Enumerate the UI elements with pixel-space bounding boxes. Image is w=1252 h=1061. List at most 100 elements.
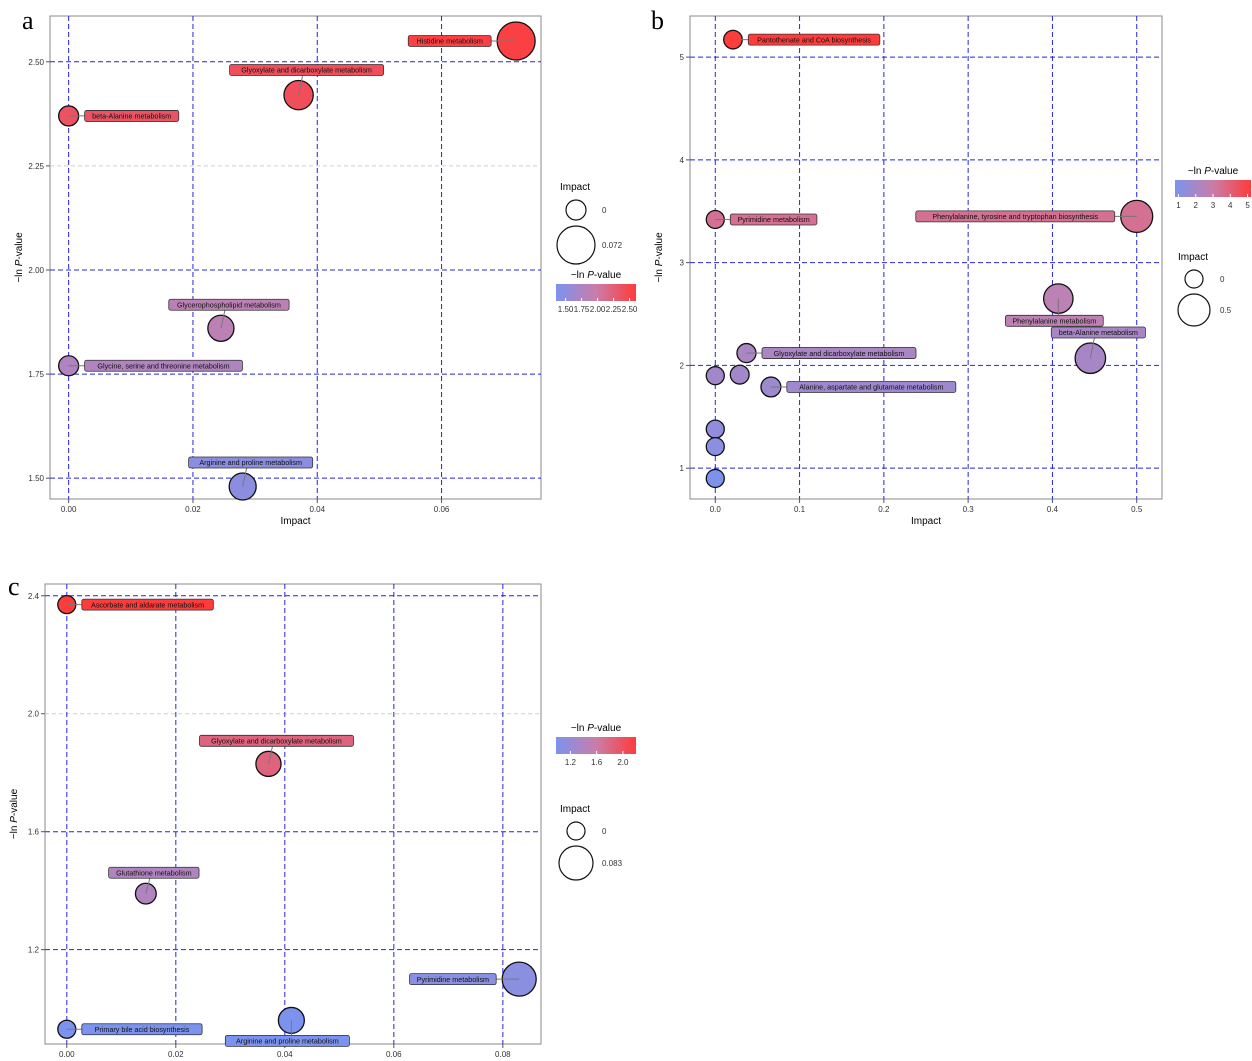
panel-a-letter: a	[22, 6, 34, 35]
point-label: Glutathione metabolism	[116, 868, 192, 877]
color-legend-tick-label: 2	[1194, 201, 1199, 210]
x-axis-title: Impact	[911, 516, 941, 527]
point-label-box	[168, 298, 290, 311]
color-legend-tick-label: 1.6	[591, 758, 603, 767]
color-legend-tick-label: 2.00	[590, 305, 606, 314]
data-point	[705, 419, 725, 439]
label-leader	[267, 746, 273, 764]
color-legend-tick-label: 1.75	[574, 305, 590, 314]
size-legend-label: 0	[602, 827, 607, 836]
point-label-box	[786, 381, 957, 393]
color-legend-title-prefix: −ln	[571, 270, 587, 281]
size-legend-title: Impact	[560, 182, 590, 193]
data-point	[705, 366, 725, 386]
size-legend-circle	[558, 845, 594, 881]
color-legend-title: −ln P-value	[571, 723, 622, 734]
y-axis-title: −ln P-value	[654, 232, 665, 283]
data-point	[729, 364, 750, 385]
y-tick-label: 2.00	[28, 266, 44, 275]
point-label-box	[199, 734, 354, 747]
y-axis-title-suffix: -value	[14, 232, 25, 260]
point-label-box	[224, 1034, 350, 1047]
point-label: Alanine, aspartate and glutamate metabol…	[799, 383, 943, 392]
point-label: Histidine metabolism	[417, 37, 483, 46]
y-axis-title: −ln P-value	[14, 232, 25, 283]
point-label: Glyoxylate and dicarboxylate metabolism	[211, 737, 342, 746]
point-label-box	[409, 973, 497, 986]
color-legend-tick-label: 3	[1211, 201, 1216, 210]
y-tick-label: 5	[680, 53, 685, 62]
y-axis-title: −ln P-value	[9, 788, 20, 839]
point-label-box	[915, 210, 1116, 223]
point-label-box	[84, 110, 180, 122]
y-tick-label: 1.6	[28, 828, 40, 837]
chart-panel-a: 0.00 0.02 0.04 0.061.501.752.002.252.50Impa…	[14, 15, 638, 527]
color-legend-tick-label: 2.25	[606, 305, 622, 314]
x-tick-label: 0.00	[61, 505, 77, 514]
y-axis-title-prefix: −ln	[654, 266, 665, 282]
size-legend-label: 0.5	[1220, 306, 1232, 315]
color-legend-title-prefix: −ln	[1188, 166, 1204, 177]
x-tick-label: 0.00	[59, 1050, 75, 1059]
data-point	[134, 882, 157, 905]
point-label: Glyoxylate and dicarboxylate metabolism	[774, 349, 905, 358]
color-legend-tick-label: 1.50	[558, 305, 574, 314]
point-label: beta-Alanine metabolism	[1059, 328, 1138, 337]
plot-frame	[689, 15, 1163, 500]
color-legend-tick-label: 1	[1176, 201, 1181, 210]
label-leader	[220, 310, 226, 329]
y-tick-label: 3	[680, 259, 685, 268]
point-label-box	[108, 866, 200, 879]
size-legend-circle	[565, 199, 587, 221]
color-legend-tick-label: 2.0	[617, 758, 629, 767]
color-legend-title: −ln P-value	[1188, 166, 1239, 177]
y-tick-label: 4	[680, 156, 685, 165]
size-legend-label: 0.083	[602, 859, 623, 868]
color-legend-bar	[556, 284, 636, 301]
point-label-box	[1005, 314, 1104, 327]
x-tick-label: 0.0	[710, 505, 722, 514]
point-label: Phenylalanine, tyrosine and tryptophan b…	[932, 212, 1098, 221]
point-label: Glyoxylate and dicarboxylate metabolism	[241, 66, 372, 75]
color-legend-title: −ln P-value	[571, 270, 622, 281]
y-tick-label: 1.50	[28, 474, 44, 483]
point-label-box	[407, 35, 492, 47]
color-legend-title-suffix: -value	[594, 723, 622, 734]
y-tick-label: 2.50	[28, 58, 44, 67]
y-tick-label: 2	[680, 361, 685, 370]
point-label-box	[729, 213, 818, 226]
x-tick-label: 0.02	[185, 505, 201, 514]
point-label-box	[81, 1023, 203, 1036]
color-legend-tick-label: 5	[1245, 201, 1250, 210]
y-axis-title-prefix: −ln	[9, 823, 20, 839]
point-label: Pyrimidine metabolism	[417, 975, 489, 984]
size-legend-label: 0.072	[602, 241, 623, 250]
x-tick-label: 0.04	[309, 505, 325, 514]
size-legend-circle	[1177, 293, 1211, 327]
point-label-box	[1050, 326, 1146, 339]
point-label: Ascorbate and aldarate metabolism	[91, 600, 204, 609]
size-legend-label: 0	[1220, 275, 1225, 284]
y-tick-label: 1	[680, 464, 685, 473]
color-legend-tick-label: 2.50	[622, 305, 638, 314]
x-tick-label: 0.06	[386, 1050, 402, 1059]
x-tick-label: 0.04	[277, 1050, 293, 1059]
size-legend-label: 0	[602, 206, 607, 215]
y-tick-label: 2.0	[28, 710, 40, 719]
point-label-box	[188, 456, 314, 469]
point-label-box	[229, 64, 385, 76]
size-legend-title: Impact	[1178, 252, 1208, 263]
plot-frame	[49, 15, 542, 500]
label-leader	[242, 467, 248, 487]
panel-c-letter: c	[8, 572, 20, 601]
y-tick-label: 1.75	[28, 370, 44, 379]
label-leader	[1089, 337, 1095, 359]
size-legend-circle	[1184, 269, 1204, 289]
color-legend-bar	[556, 737, 636, 754]
y-axis-title-prefix: −ln	[14, 266, 25, 282]
x-tick-label: 0.2	[878, 505, 890, 514]
x-tick-label: 0.02	[168, 1050, 184, 1059]
x-tick-label: 0.06	[434, 505, 450, 514]
color-legend-title-suffix: -value	[594, 270, 622, 281]
